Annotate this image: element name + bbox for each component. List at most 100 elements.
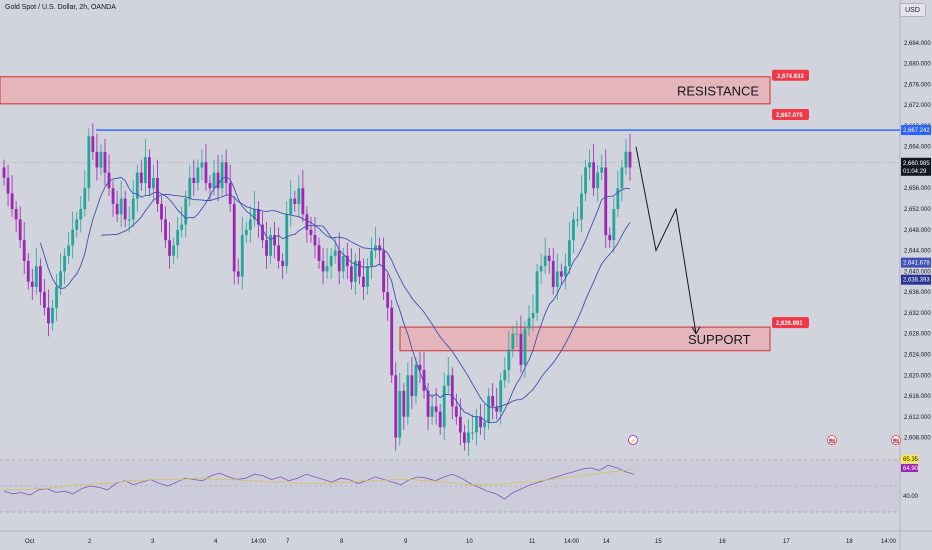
candle-body (236, 271, 240, 277)
candle-body (313, 235, 317, 246)
candle-body (115, 203, 119, 215)
candle-body (422, 370, 426, 391)
price-tick-label: 2,636.000 (904, 290, 931, 296)
price-tick-label: 2,684.000 (904, 41, 931, 47)
horizontal-line-tag-label: 2,667.075 (776, 113, 803, 119)
candle-body (426, 390, 430, 417)
price-tick-label: 2,608.000 (904, 436, 931, 442)
time-tick-label: 11 (529, 539, 536, 545)
candle-body (192, 177, 196, 184)
candle-body (285, 214, 289, 267)
price-tick-label: 2,672.000 (904, 103, 931, 109)
price-tick-label: 2,640.000 (904, 269, 931, 275)
rsi-value-tag (901, 464, 918, 472)
time-tick-label: 14:00 (251, 539, 267, 545)
candle-body (281, 260, 285, 267)
candle-body (200, 162, 204, 168)
candle-body (527, 318, 531, 329)
candle-body (531, 312, 535, 319)
rsi-value-tag-label: 64.90 (903, 466, 919, 472)
economic-event-icon (827, 435, 837, 445)
candle-body (547, 255, 551, 261)
candle-body (10, 193, 14, 210)
candle-body (580, 193, 583, 220)
candle-body (341, 255, 345, 272)
candle-body (244, 229, 248, 235)
candle-body (317, 245, 321, 261)
axis-line-tag-label: 2,667.242 (903, 128, 930, 134)
candle-body (269, 235, 272, 256)
candle-body (559, 271, 563, 277)
candle-body (442, 385, 446, 428)
candle-body (212, 172, 216, 189)
candle-body (588, 162, 592, 168)
candle-body (107, 172, 111, 189)
candle-body (156, 177, 159, 204)
candle-body (273, 235, 277, 246)
candle-body (265, 240, 268, 256)
current-price-tag (901, 157, 931, 176)
candle-body (434, 406, 438, 412)
candle-body (224, 162, 228, 184)
candle-body (111, 188, 115, 204)
candle-body (127, 219, 131, 221)
event-icon-glyph: 🇺🇸 (893, 438, 900, 445)
price-tick-label: 2,632.000 (904, 311, 931, 317)
candle-body (277, 245, 281, 261)
candle-body (305, 214, 309, 230)
candle-body (152, 177, 155, 189)
candle-body (87, 136, 91, 189)
price-tick-label: 2,620.000 (904, 373, 931, 379)
candle-body (499, 380, 503, 412)
candle-body (321, 260, 325, 272)
candle-body (293, 198, 297, 204)
candle-body (596, 172, 600, 189)
price-tick-label: 2,644.000 (904, 249, 931, 255)
candle-body (471, 432, 474, 434)
candle-body (38, 266, 42, 293)
candle-body (539, 266, 543, 272)
candle-body (551, 260, 555, 287)
ma-tag (901, 257, 931, 268)
price-tick-label: 2,652.000 (904, 207, 931, 213)
candle-body (261, 224, 264, 241)
time-tick-label: 14:00 (881, 539, 897, 545)
candle-body (172, 245, 176, 256)
candle-body (394, 375, 398, 438)
candle-body (555, 271, 559, 287)
candle-body (123, 198, 127, 220)
candle-body (620, 167, 624, 189)
candle-body (535, 271, 539, 313)
candle-body (475, 416, 478, 433)
candle-body (438, 411, 442, 428)
support-label: SUPPORT (688, 332, 751, 347)
candle-body (511, 333, 515, 350)
rsi-level-label: 40.00 (903, 494, 919, 500)
axis-line-tag (901, 125, 931, 136)
candle-body (479, 416, 482, 428)
candle-body (139, 172, 143, 184)
candle-body (42, 292, 46, 308)
candle-body (592, 162, 596, 189)
time-tick-label: 8 (340, 539, 344, 545)
candle-body (220, 162, 224, 189)
time-tick-label: 10 (466, 539, 473, 545)
candle-body (160, 203, 163, 220)
candle-body (329, 255, 333, 267)
candle-body (349, 266, 353, 282)
support-price-tag (772, 317, 809, 329)
candle-body (47, 307, 50, 324)
candle-body (446, 375, 450, 386)
candle-body (232, 203, 236, 272)
candle-body (252, 209, 256, 220)
candle-body (503, 370, 507, 381)
time-tick-label: 14:00 (564, 539, 580, 545)
time-tick-label: 3 (151, 539, 155, 545)
candle-body (204, 162, 208, 184)
candle-body (402, 390, 406, 417)
candle-body (462, 432, 466, 443)
candle-body (180, 224, 184, 230)
resistance-price-tag (772, 69, 809, 81)
